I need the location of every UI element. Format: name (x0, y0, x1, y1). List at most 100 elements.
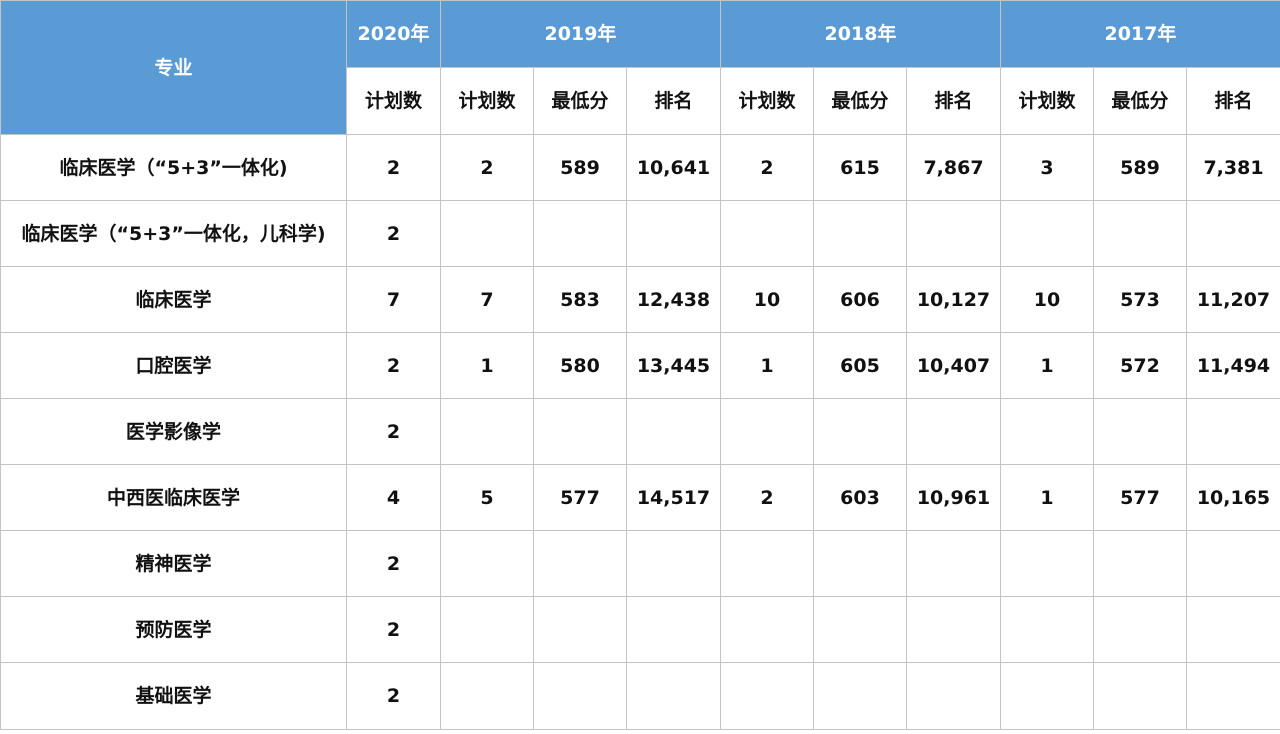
value-cell (906, 530, 1001, 597)
value-cell (626, 530, 721, 597)
value-cell: 2 (346, 596, 441, 663)
value-cell (906, 662, 1001, 730)
value-cell: 13,445 (626, 332, 721, 399)
value-cell (813, 398, 907, 465)
value-cell: 10 (720, 266, 814, 333)
value-cell: 2 (440, 134, 534, 201)
column-header: 最低分 (813, 67, 907, 135)
value-cell: 10,961 (906, 464, 1001, 531)
major-cell: 临床医学 (0, 266, 347, 333)
major-cell: 基础医学 (0, 662, 347, 730)
value-cell (813, 200, 907, 267)
table-row: 临床医学（“5+3”一体化，儿科学) 2 (0, 200, 1280, 267)
value-cell (626, 200, 721, 267)
value-cell: 606 (813, 266, 907, 333)
major-cell: 中西医临床医学 (0, 464, 347, 531)
value-cell (1000, 596, 1094, 663)
value-cell (906, 596, 1001, 663)
value-cell: 1 (1000, 332, 1094, 399)
value-cell (1093, 398, 1187, 465)
year-header: 2019年 (440, 0, 721, 68)
value-cell (1093, 530, 1187, 597)
value-cell (533, 200, 627, 267)
value-cell: 5 (440, 464, 534, 531)
table-row: 口腔医学 2 1 580 13,445 1 605 10,407 1 572 11,494 (0, 332, 1280, 399)
value-cell (1000, 200, 1094, 267)
value-cell: 10 (1000, 266, 1094, 333)
value-cell (1186, 398, 1280, 465)
table-row: 精神医学 2 (0, 530, 1280, 597)
value-cell (626, 398, 721, 465)
value-cell (906, 398, 1001, 465)
value-cell: 2 (346, 332, 441, 399)
value-cell: 2 (346, 200, 441, 267)
year-header: 2020年 (346, 0, 441, 68)
value-cell: 615 (813, 134, 907, 201)
value-cell (813, 662, 907, 730)
value-cell (1093, 200, 1187, 267)
value-cell (906, 200, 1001, 267)
value-cell: 2 (346, 134, 441, 201)
value-cell: 11,494 (1186, 332, 1280, 399)
value-cell: 7 (346, 266, 441, 333)
table-row: 预防医学 2 (0, 596, 1280, 663)
year-header: 2017年 (1000, 0, 1280, 68)
value-cell (440, 596, 534, 663)
major-header: 专业 (0, 0, 347, 135)
major-cell: 临床医学（“5+3”一体化，儿科学) (0, 200, 347, 267)
value-cell: 7,867 (906, 134, 1001, 201)
value-cell: 11,207 (1186, 266, 1280, 333)
value-cell: 2 (346, 398, 441, 465)
table-row: 临床医学（“5+3”一体化) 2 2 589 10,641 2 615 7,867 3 589 7,… (0, 134, 1280, 201)
value-cell (813, 596, 907, 663)
table-row: 医学影像学 2 (0, 398, 1280, 465)
value-cell (1186, 596, 1280, 663)
major-cell: 医学影像学 (0, 398, 347, 465)
value-cell (626, 662, 721, 730)
value-cell: 12,438 (626, 266, 721, 333)
column-header: 排名 (906, 67, 1001, 135)
value-cell (720, 530, 814, 597)
value-cell: 577 (533, 464, 627, 531)
value-cell: 1 (440, 332, 534, 399)
value-cell (720, 596, 814, 663)
value-cell: 572 (1093, 332, 1187, 399)
value-cell (720, 398, 814, 465)
value-cell (1186, 530, 1280, 597)
column-header: 排名 (626, 67, 721, 135)
value-cell (533, 530, 627, 597)
major-cell: 临床医学（“5+3”一体化) (0, 134, 347, 201)
value-cell: 2 (720, 134, 814, 201)
table-row: 中西医临床医学 4 5 577 14,517 2 603 10,961 1 577 10,165 (0, 464, 1280, 531)
value-cell: 4 (346, 464, 441, 531)
value-cell: 1 (720, 332, 814, 399)
column-header: 排名 (1186, 67, 1280, 135)
value-cell (440, 398, 534, 465)
column-header: 最低分 (1093, 67, 1187, 135)
value-cell: 10,641 (626, 134, 721, 201)
value-cell: 7 (440, 266, 534, 333)
table-row: 临床医学 7 7 583 12,438 10 606 10,127 10 573 11,207 (0, 266, 1280, 333)
value-cell (720, 662, 814, 730)
value-cell (533, 662, 627, 730)
value-cell: 3 (1000, 134, 1094, 201)
value-cell (533, 398, 627, 465)
value-cell: 2 (346, 662, 441, 730)
value-cell: 10,127 (906, 266, 1001, 333)
value-cell (440, 662, 534, 730)
value-cell (533, 596, 627, 663)
value-cell (813, 530, 907, 597)
year-header: 2018年 (720, 0, 1001, 68)
value-cell: 589 (533, 134, 627, 201)
value-cell (1186, 200, 1280, 267)
value-cell (1093, 596, 1187, 663)
column-header: 计划数 (1000, 67, 1094, 135)
value-cell (1093, 662, 1187, 730)
value-cell: 589 (1093, 134, 1187, 201)
value-cell: 14,517 (626, 464, 721, 531)
value-cell: 573 (1093, 266, 1187, 333)
major-cell: 口腔医学 (0, 332, 347, 399)
column-header: 最低分 (533, 67, 627, 135)
value-cell: 583 (533, 266, 627, 333)
